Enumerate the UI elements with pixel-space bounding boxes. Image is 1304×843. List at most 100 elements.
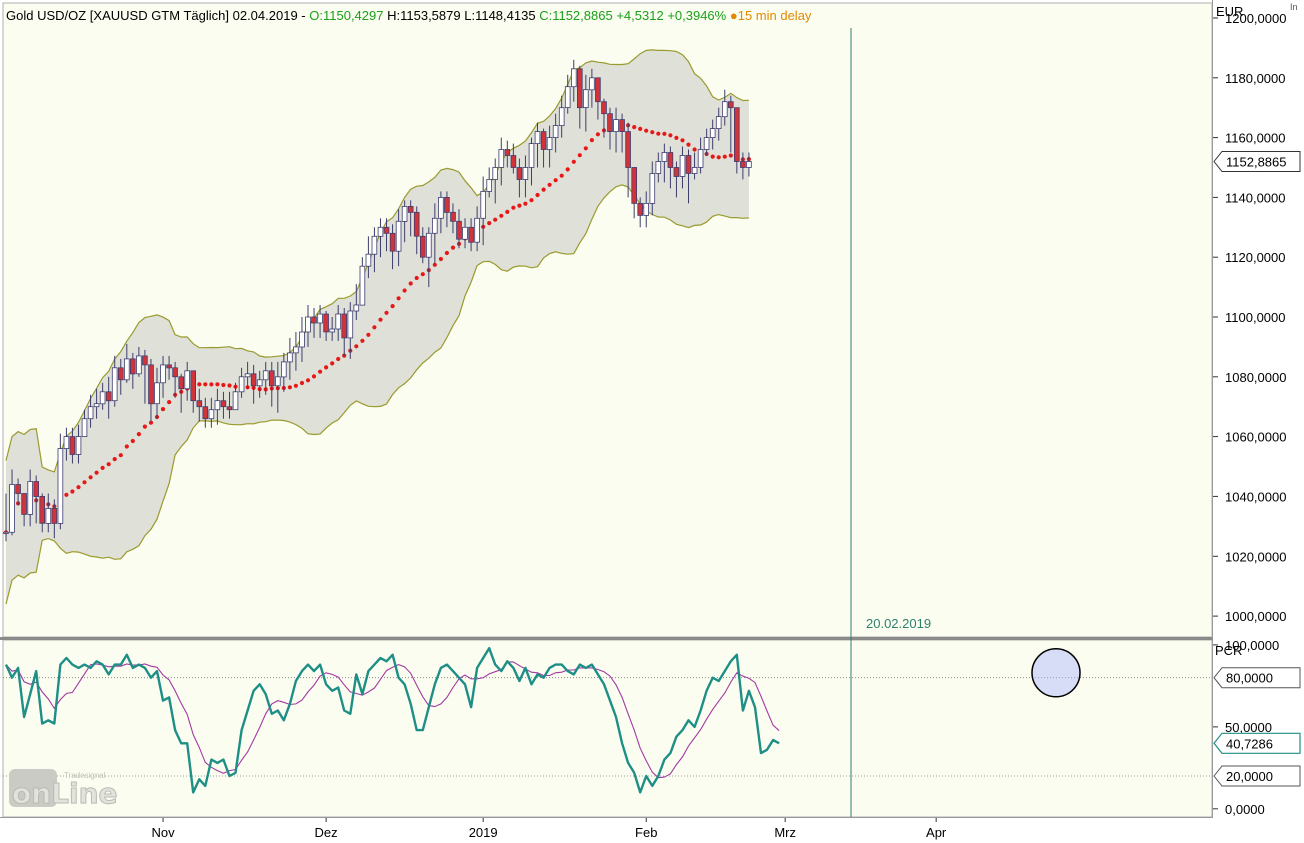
candle[interactable] bbox=[679, 146, 686, 189]
candle[interactable] bbox=[649, 161, 656, 216]
candle[interactable] bbox=[431, 203, 438, 264]
candle[interactable] bbox=[625, 122, 631, 198]
candle[interactable] bbox=[552, 113, 559, 153]
candle[interactable] bbox=[740, 152, 746, 180]
candle[interactable] bbox=[413, 206, 420, 255]
candle[interactable] bbox=[3, 493, 9, 542]
candle[interactable] bbox=[450, 203, 456, 234]
candle[interactable] bbox=[166, 355, 172, 380]
candle[interactable] bbox=[546, 125, 553, 168]
candle[interactable] bbox=[353, 284, 360, 320]
candle[interactable] bbox=[118, 358, 124, 395]
candle[interactable] bbox=[655, 152, 662, 183]
candle[interactable] bbox=[51, 499, 58, 539]
candle[interactable] bbox=[184, 361, 191, 401]
candle[interactable] bbox=[124, 343, 130, 383]
candle[interactable] bbox=[510, 143, 517, 174]
candle[interactable] bbox=[335, 305, 341, 341]
candle[interactable] bbox=[571, 59, 577, 102]
candle[interactable] bbox=[111, 355, 118, 407]
candle[interactable] bbox=[280, 352, 287, 392]
candle[interactable] bbox=[329, 317, 335, 341]
candle[interactable] bbox=[15, 478, 21, 506]
candle[interactable] bbox=[9, 469, 15, 536]
candle[interactable] bbox=[492, 158, 498, 204]
candle[interactable] bbox=[232, 382, 239, 411]
candle[interactable] bbox=[456, 209, 462, 249]
candle[interactable] bbox=[69, 427, 76, 464]
candle[interactable] bbox=[347, 302, 354, 359]
candle[interactable] bbox=[105, 376, 112, 419]
candle[interactable] bbox=[577, 65, 583, 129]
candle[interactable] bbox=[99, 382, 106, 410]
candle[interactable] bbox=[722, 89, 728, 126]
candle[interactable] bbox=[323, 311, 329, 341]
candle[interactable] bbox=[613, 107, 619, 153]
candle[interactable] bbox=[480, 176, 486, 246]
candle[interactable] bbox=[383, 218, 390, 252]
pcr-last-box[interactable] bbox=[1213, 732, 1301, 754]
candle[interactable] bbox=[256, 370, 263, 398]
candle[interactable] bbox=[709, 119, 716, 150]
candle[interactable] bbox=[474, 206, 480, 252]
candle[interactable] bbox=[377, 218, 384, 258]
candle[interactable] bbox=[468, 218, 474, 252]
candle[interactable] bbox=[250, 364, 257, 404]
candle[interactable] bbox=[528, 137, 535, 186]
candle[interactable] bbox=[244, 361, 251, 389]
candle[interactable] bbox=[21, 493, 27, 527]
candle[interactable] bbox=[136, 346, 142, 377]
bollinger-upper-line[interactable] bbox=[5, 49, 749, 473]
candle[interactable] bbox=[178, 373, 185, 413]
candle[interactable] bbox=[607, 107, 613, 150]
candle[interactable] bbox=[595, 77, 601, 120]
candle[interactable] bbox=[589, 68, 595, 108]
candle[interactable] bbox=[522, 155, 529, 198]
candle[interactable] bbox=[172, 361, 178, 398]
candle[interactable] bbox=[661, 143, 668, 183]
candle[interactable] bbox=[202, 397, 209, 428]
candle[interactable] bbox=[583, 74, 589, 132]
candle[interactable] bbox=[305, 305, 311, 347]
candle[interactable] bbox=[643, 191, 649, 228]
candle[interactable] bbox=[691, 152, 698, 180]
candle[interactable] bbox=[703, 128, 710, 156]
candle[interactable] bbox=[486, 167, 492, 198]
candle[interactable] bbox=[728, 95, 734, 153]
candle[interactable] bbox=[287, 337, 293, 380]
candle[interactable] bbox=[667, 146, 674, 189]
highlight-circle[interactable] bbox=[1031, 648, 1081, 698]
candle[interactable] bbox=[63, 427, 70, 461]
candle[interactable] bbox=[504, 140, 511, 168]
candle[interactable] bbox=[226, 391, 233, 419]
candle[interactable] bbox=[75, 424, 82, 464]
candle[interactable] bbox=[142, 349, 148, 404]
candle[interactable] bbox=[444, 191, 450, 228]
candle[interactable] bbox=[516, 158, 523, 198]
candle[interactable] bbox=[39, 493, 45, 533]
candle[interactable] bbox=[540, 128, 547, 168]
candle[interactable] bbox=[311, 308, 317, 338]
candle[interactable] bbox=[407, 200, 414, 237]
candle[interactable] bbox=[154, 367, 160, 419]
candle[interactable] bbox=[93, 388, 100, 419]
pcr-signal-line[interactable] bbox=[5, 661, 780, 779]
candle[interactable] bbox=[45, 493, 52, 533]
candle[interactable] bbox=[208, 397, 215, 428]
candle[interactable] bbox=[81, 409, 88, 438]
candle[interactable] bbox=[631, 167, 637, 219]
candle[interactable] bbox=[220, 391, 227, 419]
candle[interactable] bbox=[395, 209, 402, 267]
candle[interactable] bbox=[746, 152, 752, 177]
candle[interactable] bbox=[214, 388, 221, 425]
candle[interactable] bbox=[619, 113, 625, 153]
candle[interactable] bbox=[87, 394, 94, 428]
candle[interactable] bbox=[371, 227, 378, 273]
candle[interactable] bbox=[33, 475, 39, 524]
candle[interactable] bbox=[27, 469, 33, 527]
candle[interactable] bbox=[425, 227, 432, 288]
symbol-name[interactable]: Gold USD/OZ [XAUUSD GTM Täglich] bbox=[6, 8, 229, 23]
candle[interactable] bbox=[564, 74, 571, 114]
candle[interactable] bbox=[262, 361, 269, 395]
candle[interactable] bbox=[268, 361, 275, 407]
